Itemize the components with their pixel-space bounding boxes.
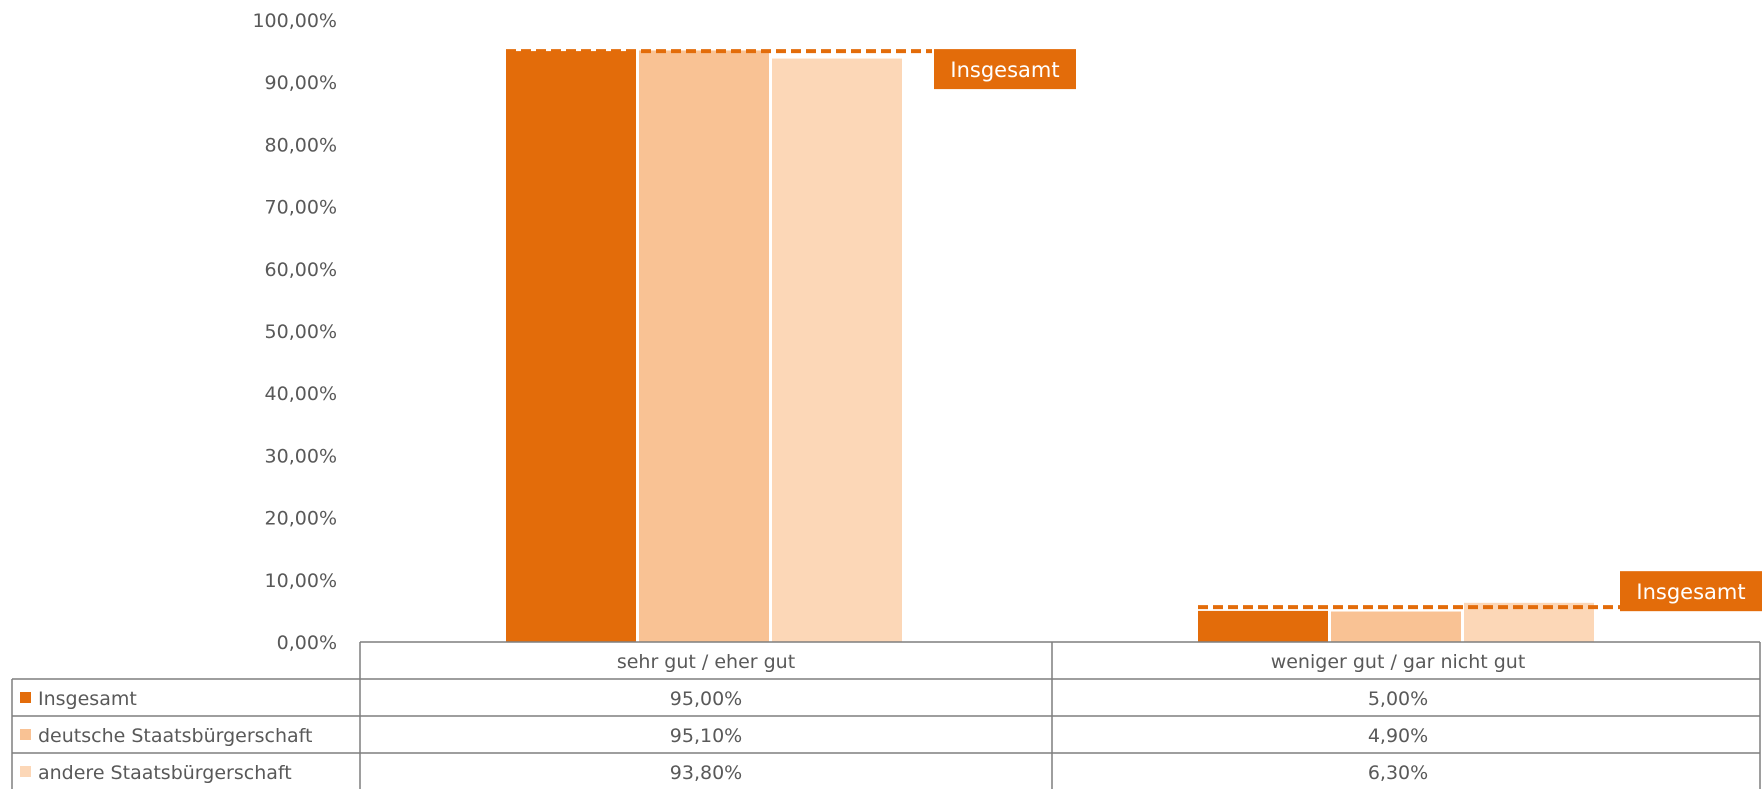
- data-table-value: 4,90%: [1368, 725, 1428, 747]
- data-table-value: 93,80%: [670, 762, 742, 784]
- data-table-value: 95,10%: [670, 725, 742, 747]
- y-tick-label: 10,00%: [265, 570, 337, 592]
- bar-group: [506, 50, 1594, 643]
- data-table-value: 6,30%: [1368, 762, 1428, 784]
- data-table-value: 5,00%: [1368, 688, 1428, 710]
- y-tick-label: 60,00%: [265, 259, 337, 281]
- data-table-value: 95,00%: [670, 688, 742, 710]
- reference-label-box: [934, 49, 1076, 90]
- reference-label: Insgesamt: [1636, 580, 1745, 604]
- x-axis-category-label: weniger gut / gar nicht gut: [1271, 651, 1526, 673]
- bar-1-series-3: [772, 58, 902, 642]
- data-table: sehr gut / eher gut weniger gut / gar nic…: [11, 641, 1761, 789]
- y-tick-label: 100,00%: [252, 10, 337, 32]
- bar-2-series-3: [1464, 602, 1594, 642]
- reference-lines: Insgesamt Insgesamt: [506, 49, 1762, 612]
- reference-label: Insgesamt: [950, 58, 1059, 82]
- bar-2-series-2: [1331, 611, 1461, 642]
- y-tick-label: 40,00%: [265, 383, 337, 405]
- legend-label: Insgesamt: [38, 688, 137, 710]
- reference-label-box: [1620, 571, 1762, 612]
- legend-swatch: [20, 766, 31, 777]
- bar-1-series-1: [506, 51, 636, 643]
- legend-swatch: [20, 692, 31, 703]
- legend-label: deutsche Staatsbürgerschaft: [38, 725, 312, 747]
- bar-1-series-2: [639, 50, 769, 642]
- y-tick-label: 70,00%: [265, 197, 337, 219]
- y-axis: 0,00% 10,00% 20,00% 30,00% 40,00% 50,00% 60,00…: [252, 10, 337, 654]
- y-tick-label: 50,00%: [265, 321, 337, 343]
- y-tick-label: 0,00%: [277, 632, 337, 654]
- legend-label: andere Staatsbürgerschaft: [38, 762, 292, 784]
- y-tick-label: 30,00%: [265, 445, 337, 467]
- legend-swatch: [20, 729, 31, 740]
- y-tick-label: 90,00%: [265, 72, 337, 94]
- bar-2-series-1: [1198, 610, 1328, 642]
- x-axis-category-label: sehr gut / eher gut: [617, 651, 795, 673]
- y-tick-label: 20,00%: [265, 508, 337, 530]
- y-tick-label: 80,00%: [265, 134, 337, 156]
